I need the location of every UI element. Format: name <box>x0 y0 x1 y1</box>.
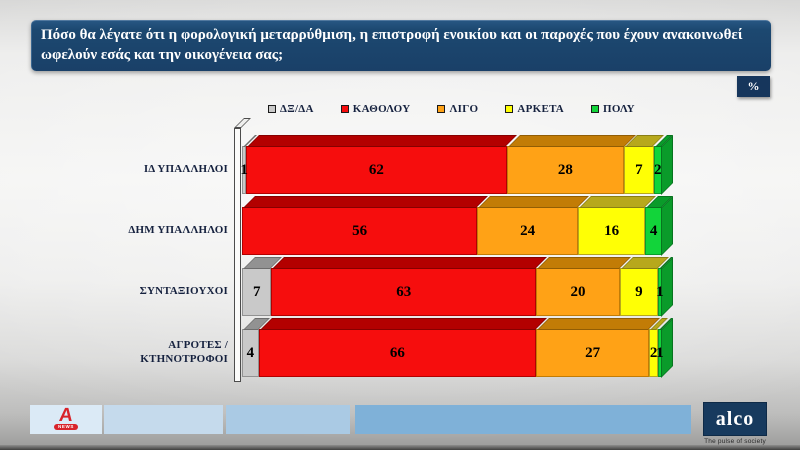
legend-marker-katholou <box>340 105 349 113</box>
legend-item-ligo: ΛΙΓΟ <box>437 103 478 115</box>
alco-tagline: The pulse of society <box>704 438 766 445</box>
legend-label-ligo: ΛΙΓΟ <box>449 103 479 115</box>
legend-item-katholou: ΚΑΘΟΛΟΥ <box>340 103 411 115</box>
segment-side-face <box>660 135 673 195</box>
legend-label-katholou: ΚΑΘΟΛΟΥ <box>352 103 411 115</box>
segment-value: 27 <box>585 344 601 361</box>
question-title: Πόσο θα λέγατε ότι η φορολογική μεταρρύθ… <box>31 20 771 71</box>
bar-segment-poly: 1 <box>656 257 673 317</box>
legend-item-poly: ΠΟΛΥ <box>590 103 635 115</box>
bar-segment-katholou: 56 <box>242 196 489 255</box>
bar-segment-ligo: 20 <box>535 257 631 316</box>
axis-wall <box>234 128 241 382</box>
bar-row-3: ΑΓΡΟΤΕΣ / ΚΤΗΝΟΤΡΟΦΟΙ 4 66 27 2 1 <box>0 317 800 378</box>
bar-segment-arketa: 16 <box>577 196 657 255</box>
segment-top-face <box>536 318 661 330</box>
segment-top-face <box>247 135 518 147</box>
alpha-news-logo: A NEWS <box>30 405 102 434</box>
category-label-0: ΙΔ ΥΠΑΛΛΗΛΟΙ <box>143 163 228 176</box>
bar-segment-ligo: 28 <box>506 135 636 194</box>
segment-top-face <box>243 196 489 208</box>
segment-top-face <box>478 196 589 208</box>
category-label-2: ΣΥΝΤΑΞΙΟΥΧΟΙ <box>139 285 228 298</box>
legend-marker-ligo <box>437 105 446 113</box>
legend-marker-dxda <box>268 105 276 113</box>
stacked-bar-1: 56 24 16 4 <box>242 195 673 256</box>
segment-value: 2 <box>654 161 662 178</box>
footer-box-4 <box>355 405 691 434</box>
segment-top-face <box>536 257 631 269</box>
alpha-letter-icon: A <box>58 404 75 426</box>
segment-value: 56 <box>352 222 368 239</box>
segment-value: 24 <box>520 222 536 239</box>
segment-value: 28 <box>557 161 573 178</box>
chart-legend: ΔΞ/ΔΑ ΚΑΘΟΛΟΥ ΛΙΓΟ ΑΡΚΕΤΑ ΠΟΛΥ <box>268 103 635 115</box>
segment-value: 62 <box>368 161 384 178</box>
segment-side-face <box>660 196 673 256</box>
bar-row-1: ΔΗΜ ΥΠΑΛΛΗΛΟΙ 56 24 16 4 <box>0 195 800 256</box>
stacked-bar-3: 4 66 27 2 1 <box>242 317 673 378</box>
segment-value: 63 <box>396 283 412 300</box>
category-label-3: ΑΓΡΟΤΕΣ / ΚΤΗΝΟΤΡΟΦΟΙ <box>140 339 228 365</box>
axis-cap <box>234 118 251 128</box>
bar-segment-arketa: 7 <box>624 135 665 194</box>
category-label-1: ΔΗΜ ΥΠΑΛΛΗΛΟΙ <box>128 224 228 237</box>
stacked-bar-2: 7 63 20 9 1 <box>242 256 673 317</box>
bar-segment-poly: 2 <box>653 135 673 195</box>
segment-value: 4 <box>246 344 255 361</box>
legend-label-poly: ΠΟΛΥ <box>602 103 635 115</box>
bar-segment-dxda: 1 <box>240 135 258 194</box>
footer-box-3 <box>226 405 350 434</box>
bar-segment-katholou: 66 <box>258 318 547 377</box>
segment-value: 2 <box>649 344 658 361</box>
bar-segment-poly: 4 <box>645 196 673 256</box>
footer-box-2 <box>104 405 223 434</box>
segment-value: 1 <box>656 283 664 300</box>
bar-segment-poly: 1 <box>656 318 673 378</box>
stacked-bar-0: 1 62 28 7 2 <box>240 134 673 195</box>
bar-segment-ligo: 27 <box>535 318 661 377</box>
segment-value: 7 <box>635 161 643 178</box>
segment-value: 7 <box>252 283 261 300</box>
bar-segment-arketa: 2 <box>649 318 669 377</box>
segment-value: 20 <box>570 283 586 300</box>
bar-row-0: ΙΔ ΥΠΑΛΛΗΛΟΙ 1 62 28 7 2 <box>0 134 800 195</box>
percent-badge: % <box>737 76 770 97</box>
legend-item-dxda: ΔΞ/ΔΑ <box>268 103 314 115</box>
segment-top-face <box>272 257 547 269</box>
bar-segment-katholou: 63 <box>271 257 547 316</box>
legend-item-arketa: ΑΡΚΕΤΑ <box>505 103 564 115</box>
bar-segment-arketa: 9 <box>619 257 669 316</box>
legend-marker-poly <box>590 105 599 113</box>
bar-segment-katholou: 62 <box>246 135 518 194</box>
bar-segment-dxda: 4 <box>242 318 270 377</box>
segment-value: 16 <box>604 222 620 239</box>
legend-marker-arketa <box>505 105 514 113</box>
legend-label-arketa: ΑΡΚΕΤΑ <box>517 103 564 115</box>
segment-top-face <box>259 318 547 330</box>
bar-segment-dxda: 7 <box>242 257 283 316</box>
segment-value: 1 <box>240 161 248 178</box>
segment-value: 4 <box>649 222 658 239</box>
segment-value: 66 <box>389 344 405 361</box>
legend-label-dxda: ΔΞ/ΔΑ <box>280 103 314 115</box>
bottom-edge-strip <box>0 445 800 450</box>
segment-top-face <box>507 135 636 147</box>
bar-segment-ligo: 24 <box>477 196 589 255</box>
alco-logo: alco <box>703 402 767 436</box>
segment-value: 1 <box>656 344 664 361</box>
alpha-news-pill: NEWS <box>54 423 78 431</box>
segment-value: 9 <box>635 283 643 300</box>
bar-row-2: ΣΥΝΤΑΞΙΟΥΧΟΙ 7 63 20 9 1 <box>0 256 800 317</box>
